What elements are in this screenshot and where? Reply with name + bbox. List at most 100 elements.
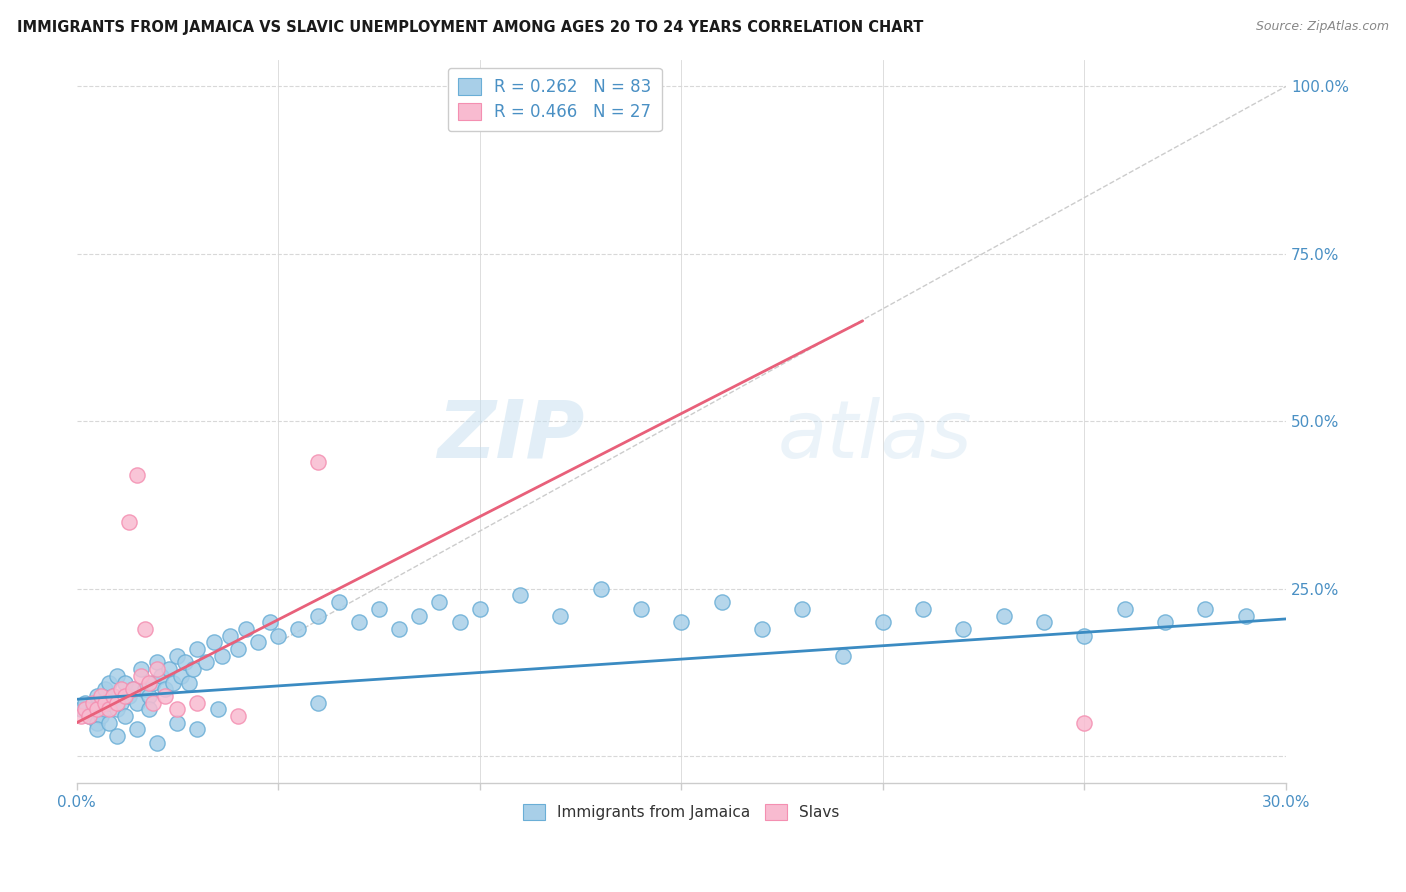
Point: [73, 696, 96, 710]
Point: [1073, 629, 1095, 643]
Point: [179, 675, 201, 690]
Point: [101, 689, 124, 703]
Point: [307, 608, 329, 623]
Point: [142, 675, 165, 690]
Point: [831, 648, 853, 663]
Point: [97, 675, 120, 690]
Point: [267, 629, 290, 643]
Point: [110, 696, 132, 710]
Point: [86, 689, 108, 703]
Point: [162, 675, 184, 690]
Point: [118, 515, 141, 529]
Point: [90, 696, 112, 710]
Point: [134, 682, 156, 697]
Point: [105, 669, 128, 683]
Point: [69, 709, 91, 723]
Point: [97, 696, 120, 710]
Point: [155, 682, 177, 697]
Point: [912, 602, 935, 616]
Point: [94, 696, 117, 710]
Point: [328, 595, 350, 609]
Point: [630, 602, 652, 616]
Point: [77, 709, 100, 723]
Point: [1234, 608, 1257, 623]
Point: [183, 662, 205, 676]
Point: [146, 656, 169, 670]
Point: [146, 736, 169, 750]
Point: [1033, 615, 1056, 630]
Point: [155, 689, 177, 703]
Point: [207, 702, 229, 716]
Point: [125, 696, 148, 710]
Point: [211, 648, 233, 663]
Point: [1114, 602, 1136, 616]
Point: [186, 642, 208, 657]
Point: [138, 702, 160, 716]
Point: [105, 696, 128, 710]
Point: [166, 702, 188, 716]
Point: [408, 608, 430, 623]
Point: [202, 635, 225, 649]
Legend: Immigrants from Jamaica, Slavs: Immigrants from Jamaica, Slavs: [517, 797, 845, 826]
Text: ZIP: ZIP: [437, 397, 585, 475]
Point: [449, 615, 471, 630]
Point: [235, 622, 257, 636]
Point: [166, 715, 188, 730]
Point: [194, 656, 217, 670]
Point: [94, 682, 117, 697]
Point: [952, 622, 974, 636]
Point: [114, 689, 136, 703]
Text: atlas: atlas: [778, 397, 973, 475]
Point: [129, 662, 152, 676]
Point: [166, 648, 188, 663]
Point: [90, 709, 112, 723]
Point: [1194, 602, 1216, 616]
Point: [97, 715, 120, 730]
Point: [90, 689, 112, 703]
Point: [134, 622, 156, 636]
Point: [589, 582, 612, 596]
Point: [993, 608, 1015, 623]
Point: [97, 702, 120, 716]
Point: [69, 702, 91, 716]
Point: [129, 669, 152, 683]
Point: [509, 99, 531, 113]
Point: [226, 709, 249, 723]
Point: [82, 696, 104, 710]
Point: [226, 642, 249, 657]
Point: [307, 454, 329, 468]
Point: [509, 589, 531, 603]
Point: [347, 615, 370, 630]
Point: [792, 602, 814, 616]
Point: [86, 723, 108, 737]
Text: IMMIGRANTS FROM JAMAICA VS SLAVIC UNEMPLOYMENT AMONG AGES 20 TO 24 YEARS CORRELA: IMMIGRANTS FROM JAMAICA VS SLAVIC UNEMPL…: [17, 20, 924, 35]
Point: [429, 595, 451, 609]
Point: [122, 682, 145, 697]
Point: [671, 615, 693, 630]
Point: [170, 669, 193, 683]
Point: [150, 669, 173, 683]
Point: [218, 629, 240, 643]
Text: Source: ZipAtlas.com: Source: ZipAtlas.com: [1256, 20, 1389, 33]
Point: [114, 675, 136, 690]
Point: [86, 715, 108, 730]
Point: [105, 729, 128, 743]
Point: [118, 689, 141, 703]
Point: [138, 675, 160, 690]
Point: [1073, 715, 1095, 730]
Point: [186, 723, 208, 737]
Point: [287, 622, 309, 636]
Point: [157, 662, 180, 676]
Point: [710, 595, 733, 609]
Point: [94, 702, 117, 716]
Point: [307, 696, 329, 710]
Point: [86, 702, 108, 716]
Point: [146, 662, 169, 676]
Point: [550, 608, 572, 623]
Point: [110, 682, 132, 697]
Point: [751, 622, 773, 636]
Point: [468, 602, 491, 616]
Point: [1154, 615, 1177, 630]
Point: [388, 622, 411, 636]
Point: [142, 696, 165, 710]
